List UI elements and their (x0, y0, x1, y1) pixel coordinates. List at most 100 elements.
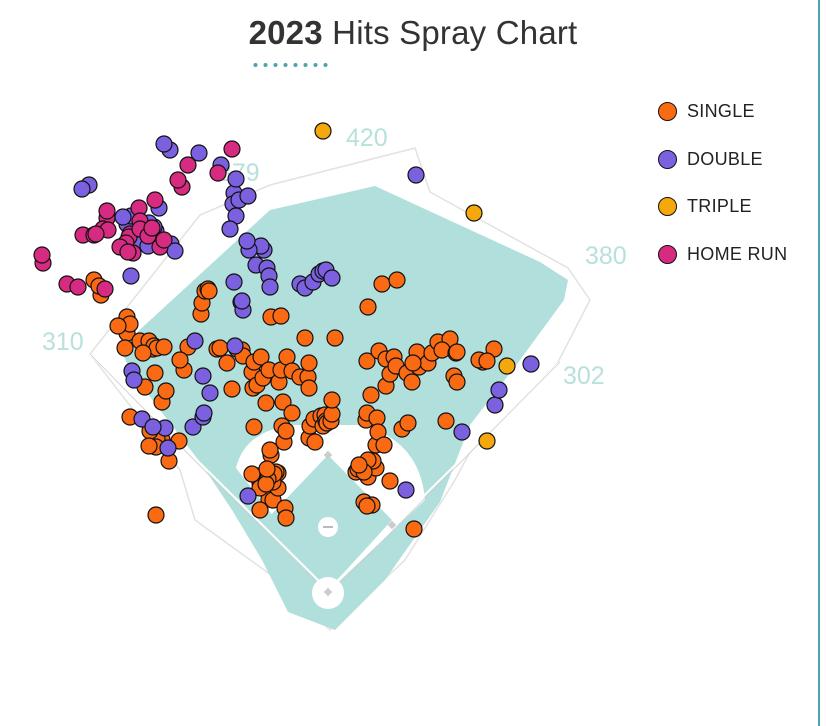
hit-point-single (218, 354, 236, 372)
hit-point-hr (223, 140, 241, 158)
hit-point-single (375, 436, 393, 454)
hit-point-double (190, 144, 208, 162)
title-underline-dot (253, 63, 258, 67)
hit-point-single (405, 520, 423, 538)
hit-point-single (272, 307, 290, 325)
hit-point-single (134, 344, 152, 362)
hit-point-single (448, 343, 466, 361)
hit-point-single (433, 341, 451, 359)
hit-point-double (122, 267, 140, 285)
hit-point-single (359, 298, 377, 316)
hit-point-double (186, 332, 204, 350)
hit-point-single (116, 339, 134, 357)
hit-point-double (125, 371, 143, 389)
title-underline-dot (323, 63, 328, 67)
hit-point-hr (143, 219, 161, 237)
hit-point-double (226, 337, 244, 355)
hit-point-single (404, 354, 422, 372)
hit-point-single (274, 393, 292, 411)
hit-point-double (114, 208, 132, 226)
distance-label-left-field: 310 (42, 328, 84, 356)
hit-point-double (221, 220, 239, 238)
hit-point-single (140, 437, 158, 455)
hit-point-single (157, 382, 175, 400)
hit-point-double (155, 135, 173, 153)
title-underline-dot (283, 63, 288, 67)
left-foul-line (89, 353, 329, 591)
hit-point-single (388, 271, 406, 289)
hit-point-double (233, 292, 251, 310)
hit-point-single (146, 364, 164, 382)
hit-point-single (245, 418, 263, 436)
hit-point-single (155, 338, 173, 356)
hit-point-single (403, 373, 421, 391)
first-base (387, 520, 397, 530)
hit-point-double (73, 180, 91, 198)
hit-point-single (243, 465, 261, 483)
hit-point-double (522, 355, 540, 373)
hit-point-hr (96, 280, 114, 298)
hit-point-single (171, 351, 189, 369)
legend-swatch-triple (658, 197, 677, 217)
hit-point-hr (146, 191, 164, 209)
right-foul-line (327, 361, 561, 591)
chart-title-year: 2023 (248, 14, 323, 51)
hit-point-double (238, 232, 256, 250)
distance-label-right-center: 380 (585, 242, 627, 270)
chart-title-text: Hits Spray Chart (332, 14, 578, 51)
distance-label-right-field: 302 (563, 362, 605, 390)
right-border-line (818, 0, 820, 726)
hit-point-hr (33, 246, 51, 264)
hit-point-double (194, 367, 212, 385)
hit-point-double (486, 396, 504, 414)
hit-point-single (478, 352, 496, 370)
hit-point-single (296, 329, 314, 347)
chart-title-wrap: 2023 Hits Spray Chart (0, 14, 826, 52)
hit-point-hr (179, 156, 197, 174)
title-underline-dot (313, 63, 318, 67)
hit-point-single (350, 456, 368, 474)
title-underline-dot (303, 63, 308, 67)
hit-point-single (277, 509, 295, 527)
hit-point-double (490, 381, 508, 399)
hit-point-single (362, 386, 380, 404)
hit-point-single (283, 404, 301, 422)
hit-point-single (147, 506, 165, 524)
hit-point-single (277, 422, 295, 440)
hit-point-single (358, 352, 376, 370)
hit-point-single (300, 354, 318, 372)
spray-chart-plot: 420 379 380 310 302 (33, 122, 627, 632)
legend-swatch-home-run (658, 244, 677, 264)
hit-point-single (251, 501, 269, 519)
legend-label-home-run: HOME RUN (687, 243, 788, 264)
hit-point-triple (478, 432, 496, 450)
hit-point-triple (498, 357, 516, 375)
hit-point-single (252, 348, 270, 366)
hit-point-hr (119, 243, 137, 261)
hit-point-single (211, 339, 229, 357)
hit-point-single (381, 472, 399, 490)
hit-point-double (261, 278, 279, 296)
field-grass (120, 186, 568, 630)
title-underline-dots (253, 63, 328, 67)
hit-point-single (399, 414, 417, 432)
legend-item-triple: TRIPLE (658, 183, 787, 231)
legend-swatch-double (658, 149, 677, 169)
hit-point-hr (209, 164, 227, 182)
legend-item-home-run: HOME RUN (658, 231, 787, 279)
title-underline-dot (293, 63, 298, 67)
chart-title: 2023 Hits Spray Chart (249, 14, 578, 51)
hit-point-single (306, 433, 324, 451)
hit-point-triple (465, 204, 483, 222)
legend: SINGLE DOUBLE TRIPLE HOME RUN (658, 88, 787, 278)
hit-point-single (373, 275, 391, 293)
hit-point-double (201, 384, 219, 402)
hit-point-double (195, 404, 213, 422)
title-underline-dot (273, 63, 278, 67)
pitchers-rubber (323, 526, 333, 528)
hit-point-single (437, 412, 455, 430)
hit-point-single (223, 380, 241, 398)
hit-point-double (239, 487, 257, 505)
legend-label-triple: TRIPLE (687, 196, 752, 217)
hit-point-double (227, 170, 245, 188)
